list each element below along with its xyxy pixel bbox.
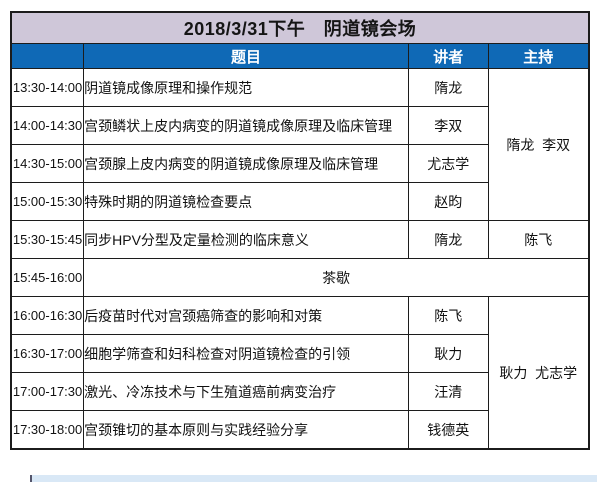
topic-cell: 特殊时期的阴道镜检查要点 [83, 182, 409, 221]
column-header-topic: 题目 [83, 43, 409, 69]
topic-cell: 同步HPV分型及定量检测的临床意义 [83, 220, 409, 259]
schedule-row: 16:00-16:30 后疫苗时代对宫颈癌筛查的影响和对策 陈飞 耿力 尤志学 [10, 296, 590, 450]
schedule-table: 2018/3/31下午 阴道镜会场 题目 讲者 主持 13:30-14:00 阴… [10, 11, 590, 450]
topic-cell: 宫颈锥切的基本原则与实践经验分享 [83, 410, 409, 450]
topic-cell: 宫颈鳞状上皮内病变的阴道镜成像原理及临床管理 [83, 106, 409, 145]
speaker-cell: 耿力 [407, 334, 489, 373]
column-header-time [10, 43, 85, 69]
speaker-cell: 赵昀 [407, 182, 489, 221]
schedule-row: 14:00-14:30 宫颈鳞状上皮内病变的阴道镜成像原理及临床管理 李双 [10, 106, 589, 145]
host-cell-session2: 陈飞 [487, 220, 590, 259]
host-cell-session3: 耿力 尤志学 [487, 296, 590, 450]
time-cell: 15:45-16:00 [10, 258, 85, 297]
speaker-cell: 隋龙 [407, 68, 489, 107]
speaker-cell: 汪清 [407, 372, 489, 411]
topic-cell: 激光、冷冻技术与下生殖道癌前病变治疗 [83, 372, 409, 411]
time-cell: 17:30-18:00 [10, 410, 85, 450]
next-section-strip [30, 475, 597, 482]
schedule-row: 16:30-17:00 细胞学筛查和妇科检查对阴道镜检查的引领 耿力 [10, 334, 589, 373]
time-cell: 15:00-15:30 [10, 182, 85, 221]
topic-cell: 阴道镜成像原理和操作规范 [83, 68, 409, 107]
speaker-cell: 李双 [407, 106, 489, 145]
topic-cell: 后疫苗时代对宫颈癌筛查的影响和对策 [83, 296, 409, 335]
time-cell: 15:30-15:45 [10, 220, 85, 259]
speaker-cell: 隋龙 [407, 220, 489, 259]
speaker-cell: 陈飞 [407, 296, 489, 335]
schedule-row: 15:00-15:30 特殊时期的阴道镜检查要点 赵昀 [10, 182, 589, 221]
column-header-speaker: 讲者 [407, 43, 489, 69]
session-title-banner: 2018/3/31下午 阴道镜会场 [10, 11, 590, 44]
topic-cell: 宫颈腺上皮内病变的阴道镜成像原理及临床管理 [83, 144, 409, 183]
host-cell-session1: 隋龙 李双 [487, 68, 590, 221]
schedule-row: 17:30-18:00 宫颈锥切的基本原则与实践经验分享 钱德英 [10, 410, 589, 450]
time-cell: 14:30-15:00 [10, 144, 85, 183]
schedule-row: 13:30-14:00 阴道镜成像原理和操作规范 隋龙 隋龙 李双 [10, 68, 590, 221]
speaker-cell: 钱德英 [407, 410, 489, 450]
tea-break-cell: 茶歇 [83, 258, 590, 297]
break-row: 15:45-16:00 茶歇 [10, 258, 590, 297]
time-cell: 16:30-17:00 [10, 334, 85, 373]
column-header-host: 主持 [487, 43, 590, 69]
schedule-row: 15:30-15:45 同步HPV分型及定量检测的临床意义 隋龙 陈飞 [10, 220, 590, 259]
speaker-cell: 尤志学 [407, 144, 489, 183]
schedule-row: 14:30-15:00 宫颈腺上皮内病变的阴道镜成像原理及临床管理 尤志学 [10, 144, 589, 183]
topic-cell: 细胞学筛查和妇科检查对阴道镜检查的引领 [83, 334, 409, 373]
time-cell: 14:00-14:30 [10, 106, 85, 145]
column-header-row: 题目 讲者 主持 [10, 43, 590, 69]
schedule-row: 17:00-17:30 激光、冷冻技术与下生殖道癌前病变治疗 汪清 [10, 372, 589, 411]
banner-row: 2018/3/31下午 阴道镜会场 [10, 11, 590, 44]
time-cell: 16:00-16:30 [10, 296, 85, 335]
time-cell: 13:30-14:00 [10, 68, 85, 107]
time-cell: 17:00-17:30 [10, 372, 85, 411]
